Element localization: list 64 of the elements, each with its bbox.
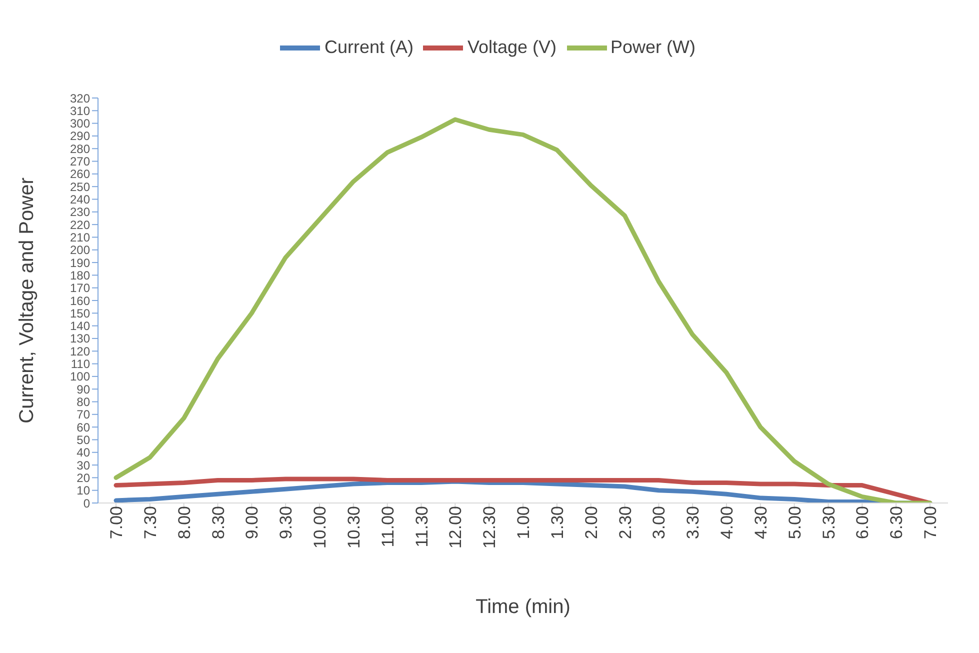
x-tick-label: 11.30	[412, 506, 432, 548]
y-tick-label: 120	[70, 344, 90, 358]
y-tick-label: 230	[70, 205, 90, 220]
x-tick-label: 7.00	[107, 506, 126, 540]
y-tick-label: 180	[70, 268, 90, 282]
x-tick-label: 1.30	[548, 506, 567, 540]
legend-label: Current (A)	[324, 36, 414, 57]
y-tick-label: 250	[70, 180, 90, 194]
x-tick-label: 1.00	[514, 506, 534, 540]
y-tick-label: 190	[70, 256, 90, 270]
x-tick-label: 8.30	[208, 506, 228, 540]
x-tick-label: 4.00	[718, 506, 737, 540]
y-tick-label: 300	[70, 116, 90, 131]
x-tick-label: 5.00	[785, 506, 804, 540]
legend-label: Voltage (V)	[467, 36, 557, 57]
y-tick-label: 200	[70, 243, 90, 258]
y-tick-label: 70	[76, 408, 90, 422]
line-series	[114, 117, 932, 503]
legend-label: Power (W)	[610, 36, 696, 57]
y-tick-label: 20	[76, 470, 90, 485]
x-tick-label: 4.30	[751, 506, 770, 540]
y-tick-label: 160	[70, 294, 90, 308]
y-tick-label: 40	[76, 446, 90, 460]
y-tick-label: 60	[76, 420, 90, 434]
x-tick-label: 9.30	[276, 506, 296, 540]
y-tick-label: 150	[70, 306, 90, 320]
x-tick-label: 11.00	[378, 506, 398, 548]
x-tick-label: 6.00	[853, 506, 872, 540]
y-tick-label: 320	[70, 91, 90, 106]
x-tick-label: 8.00	[174, 506, 194, 540]
x-tick-label: 12.00	[446, 506, 466, 549]
y-tick-label: 240	[70, 192, 90, 207]
y-tick-label: 140	[70, 319, 90, 334]
y-tick-label: 80	[76, 395, 90, 410]
x-axis-title: Time (min)	[476, 596, 570, 618]
y-tick-label: 0	[83, 496, 90, 510]
x-tick-label: 10.30	[344, 506, 364, 549]
y-tick-label: 270	[70, 154, 90, 169]
x-tick-label: 9.00	[242, 506, 262, 540]
x-tick-label: 2.00	[582, 506, 601, 540]
y-tick-label: 280	[70, 142, 90, 156]
x-tick-label: 6.30	[887, 506, 906, 540]
x-tick-label: 3.30	[684, 506, 703, 540]
x-tick-label: 7.00	[921, 506, 940, 540]
y-tick-label: 130	[70, 332, 90, 346]
y-tick-label: 110	[70, 357, 90, 372]
x-tick-label: 12.30	[480, 506, 500, 549]
y-tick-label: 10	[76, 484, 90, 498]
y-tick-label: 50	[76, 432, 90, 447]
y-tick-label: 210	[70, 230, 90, 244]
x-tick-label: 5.30	[819, 506, 838, 540]
y-tick-label: 100	[70, 370, 90, 384]
y-tick-label: 90	[76, 382, 90, 396]
y-tick-label: 290	[70, 129, 90, 144]
y-tick-label: 310	[70, 104, 90, 118]
y-tick-label: 260	[70, 167, 90, 182]
y-tick-label: 170	[70, 281, 90, 296]
x-tick-label: 7.30	[140, 506, 160, 540]
y-axis-title: Current, Voltage and Power	[16, 177, 38, 424]
y-tick-label: 30	[76, 458, 90, 472]
x-tick-label: 3.00	[650, 506, 669, 540]
x-tick-label: 2.30	[616, 506, 635, 540]
y-tick-label: 220	[70, 218, 90, 232]
x-tick-label: 10.00	[310, 506, 330, 549]
